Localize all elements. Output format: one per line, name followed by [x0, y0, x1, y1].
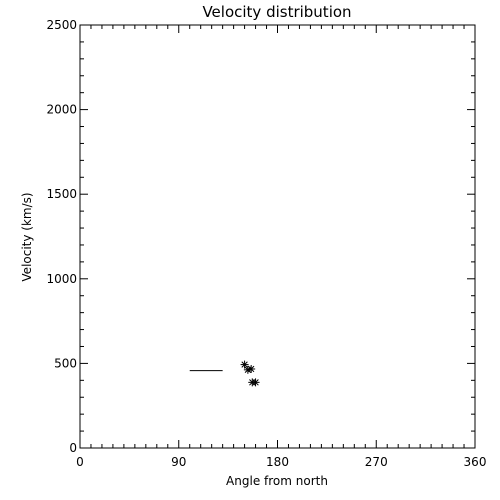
y-tick-label: 2000 [46, 103, 77, 117]
axis-ticks [79, 24, 476, 449]
y-tick-label: 500 [54, 356, 77, 370]
y-axis-label: Velocity (km/s) [20, 192, 34, 281]
x-tick-label: 360 [464, 455, 487, 469]
data-marks [189, 360, 260, 387]
chart-title: Velocity distribution [202, 3, 351, 21]
x-tick-label: 0 [76, 455, 84, 469]
y-tick-label: 1500 [46, 187, 77, 201]
y-tick-label: 1000 [46, 272, 77, 286]
x-axis-label: Angle from north [226, 474, 328, 488]
data-point [240, 360, 249, 369]
x-tick-label: 180 [266, 455, 289, 469]
x-tick-label: 270 [365, 455, 388, 469]
y-tick-label: 2500 [46, 18, 77, 32]
plot-frame [79, 24, 476, 449]
data-point [251, 378, 260, 387]
data-point [247, 364, 256, 373]
y-tick-label: 0 [69, 441, 77, 455]
x-tick-label: 90 [171, 455, 186, 469]
axis-tick-labels: 0 90 180 270 360 0 500 1000 1500 2000 2500 [46, 18, 486, 469]
